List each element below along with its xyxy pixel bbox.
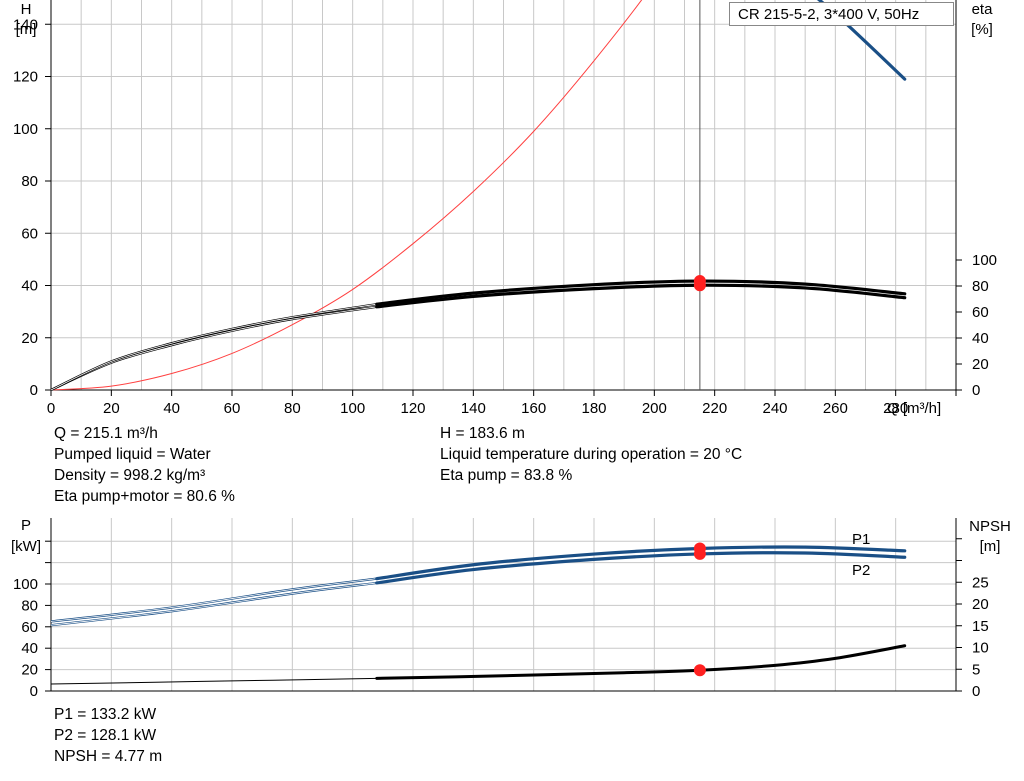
p1-readout: P1 = 133.2 kW (54, 706, 157, 723)
q-axis-tick-label: 20 (103, 400, 120, 417)
p-axis-tick-label: 40 (21, 640, 38, 657)
npsh-axis-label: NPSH (969, 518, 1011, 535)
q-axis-tick-label: 60 (224, 400, 241, 417)
q-axis-tick-label: 100 (340, 400, 365, 417)
h-axis-tick-label: 60 (21, 225, 38, 242)
h-axis-tick-label: 20 (21, 330, 38, 347)
pumped-liquid-readout: Pumped liquid = Water (54, 446, 211, 463)
flow-readout: Q = 215.1 m³/h (54, 425, 158, 442)
h-axis-tick-label: 100 (13, 121, 38, 138)
q-axis-tick-label: 240 (762, 400, 787, 417)
h-axis-tick-label: 40 (21, 278, 38, 295)
npsh-axis-unit: [m] (980, 538, 1001, 555)
density-readout: Density = 998.2 kg/m³ (54, 467, 206, 484)
q-axis-tick-label: 220 (702, 400, 727, 417)
npsh-curve-thick (375, 644, 907, 680)
p-axis-unit: [kW] (11, 538, 41, 555)
p2-curve-thick (375, 551, 907, 585)
eta-pump-curve-thick (375, 279, 907, 306)
p1-curve-thin-outline (50, 577, 377, 623)
p-axis-tick-label: 100 (13, 576, 38, 593)
eta-axis-label: eta (972, 1, 994, 18)
bottom-info: P1 = 133.2 kW P2 = 128.1 kW NPSH = 4.77 … (54, 704, 162, 767)
npsh-readout: NPSH = 4.77 m (54, 748, 163, 765)
top-info-left: Q = 215.1 m³/h Pumped liquid = Water Den… (54, 423, 235, 507)
duty-point-p2-marker (693, 547, 706, 560)
p2-curve-thin-core (50, 582, 377, 626)
q-axis-tick-label: 180 (581, 400, 606, 417)
npsh-curve-thin (50, 677, 377, 685)
duty-point-npsh-marker (693, 664, 706, 677)
eta-pump-readout: Eta pump = 83.8 % (440, 467, 573, 484)
chart-title: CR 215-5-2, 3*400 V, 50Hz (729, 2, 954, 26)
eta-axis-tick-label: 80 (972, 278, 989, 295)
h-axis-tick-label: 140 (13, 16, 38, 33)
h-axis-label: H (21, 1, 32, 18)
eta-axis-tick-label: 0 (972, 382, 980, 399)
duty-point-eta-total-marker (693, 279, 706, 292)
eta-axis-tick-label: 40 (972, 330, 989, 347)
p2-readout: P2 = 128.1 kW (54, 727, 157, 744)
p2-series-label: P2 (852, 562, 870, 579)
h-axis-tick-label: 120 (13, 69, 38, 86)
npsh-axis-tick-label: 25 (972, 574, 989, 591)
eta-axis-tick-label: 20 (972, 356, 989, 373)
p1-curve-thin-core (50, 578, 377, 622)
eta-axis-unit: [%] (971, 21, 993, 38)
h-axis-tick-label: 0 (30, 382, 38, 399)
q-axis-tick-label: 140 (461, 400, 486, 417)
npsh-axis-tick-label: 15 (972, 618, 989, 635)
q-axis-tick-label: 120 (400, 400, 425, 417)
q-axis-label: Q [m³/h] (887, 400, 941, 417)
eta-pump-curve-thin-core (50, 303, 377, 391)
q-axis-tick-label: 260 (823, 400, 848, 417)
eta-total-curve-thick (375, 283, 907, 309)
system-curve (50, 0, 643, 391)
q-axis-tick-label: 280 (883, 400, 908, 417)
p-axis-tick-label: 60 (21, 619, 38, 636)
eta-axis-tick-label: 60 (972, 304, 989, 321)
q-axis-tick-label: 200 (642, 400, 667, 417)
eta-total-readout: Eta pump+motor = 80.6 % (54, 488, 235, 505)
h-axis-unit: [m] (16, 21, 37, 38)
npsh-axis-tick-label: 5 (972, 661, 980, 678)
p-axis-tick-label: 0 (30, 683, 38, 700)
p-axis-tick-label: 20 (21, 662, 38, 679)
q-axis-tick-label: 160 (521, 400, 546, 417)
head-readout: H = 183.6 m (440, 425, 525, 442)
p-axis-tick-label: 80 (21, 597, 38, 614)
h-axis-tick-label: 80 (21, 173, 38, 190)
eta-axis-tick-label: 100 (972, 252, 997, 269)
liquid-temperature-readout: Liquid temperature during operation = 20… (440, 446, 743, 463)
p-axis-label: P (21, 517, 31, 534)
q-axis-tick-label: 0 (47, 400, 55, 417)
npsh-axis-tick-label: 20 (972, 596, 989, 613)
p1-series-label: P1 (852, 531, 870, 548)
p1-curve-thick (375, 545, 907, 581)
npsh-axis-tick-label: 10 (972, 640, 989, 657)
q-axis-tick-label: 80 (284, 400, 301, 417)
top-info-right: H = 183.6 m Liquid temperature during op… (440, 423, 742, 486)
npsh-axis-tick-label: 0 (972, 683, 980, 700)
q-axis-tick-label: 40 (163, 400, 180, 417)
